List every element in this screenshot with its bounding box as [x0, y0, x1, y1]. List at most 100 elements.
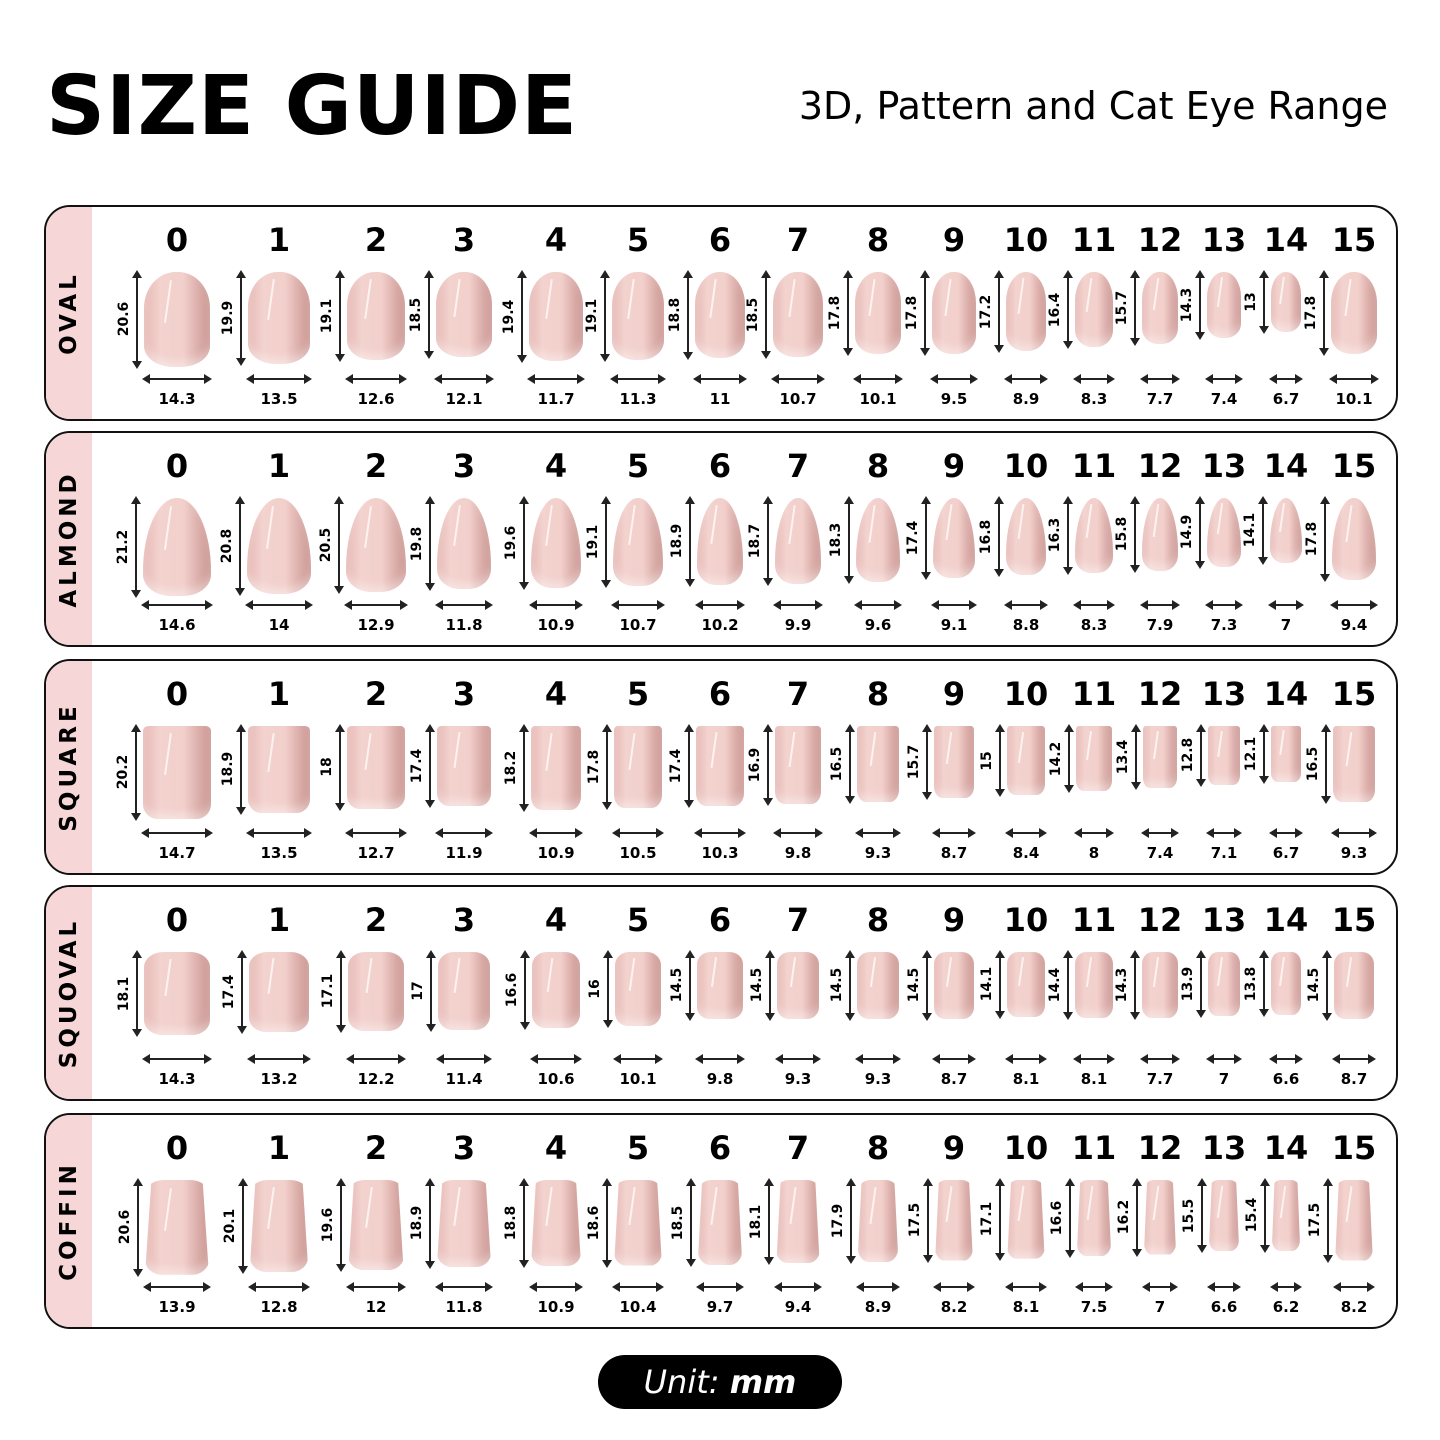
- size-number: 8: [866, 901, 890, 939]
- width-arrow: [1205, 600, 1243, 610]
- size-number: 14: [1263, 901, 1309, 939]
- length-value: 14.2: [1047, 741, 1064, 776]
- width-arrow: [694, 828, 747, 838]
- length-value: 17.5: [1307, 1202, 1324, 1238]
- nail-image: [1332, 726, 1376, 802]
- width-arrow: [434, 828, 494, 838]
- width-value: 8.3: [1080, 390, 1108, 408]
- width-arrow: [855, 1282, 901, 1292]
- length-value: 17.4: [220, 974, 237, 1010]
- length-value: 14.1: [1241, 513, 1258, 548]
- width-value: 6.6: [1210, 1298, 1238, 1316]
- width-value: 11.7: [537, 390, 575, 408]
- width-value: 8.4: [1012, 844, 1040, 862]
- nail-image: [1142, 952, 1178, 1018]
- width-value: 12.6: [357, 390, 395, 408]
- length-value: 20.6: [117, 1210, 134, 1245]
- nail-image: [854, 272, 902, 354]
- length-value: 16.6: [503, 972, 520, 1008]
- width-value: 9.5: [940, 390, 968, 408]
- nail-image: [775, 726, 821, 804]
- length-arrow: [1195, 724, 1206, 787]
- width-value: 10.3: [701, 844, 739, 862]
- width-value: 9.1: [940, 616, 968, 634]
- length-arrow: [843, 495, 854, 585]
- nail-image: [694, 272, 746, 359]
- width-arrow: [854, 828, 902, 838]
- width-value: 9.8: [706, 1070, 734, 1088]
- width-arrow: [141, 600, 213, 610]
- size-number: 10: [1003, 447, 1049, 485]
- width-arrow: [930, 374, 978, 384]
- size-number: 11: [1071, 447, 1117, 485]
- size-number: 15: [1331, 447, 1377, 485]
- width-arrow: [1072, 600, 1116, 610]
- size-number: 13: [1201, 221, 1247, 259]
- length-value: 13.8: [1242, 966, 1259, 1002]
- width-arrow: [1140, 1054, 1181, 1064]
- length-arrow: [131, 496, 142, 598]
- length-arrow: [1195, 496, 1206, 569]
- width-arrow: [774, 1282, 822, 1292]
- width-value: 7: [1280, 616, 1292, 634]
- width-arrow: [1206, 1282, 1242, 1292]
- width-value: 9.4: [784, 1298, 812, 1316]
- length-arrow: [600, 270, 610, 362]
- size-number: 14: [1263, 447, 1309, 485]
- width-value: 11.9: [445, 844, 483, 862]
- nail-image: [347, 272, 405, 360]
- width-arrow: [142, 374, 212, 384]
- length-value: 19.1: [584, 298, 600, 334]
- nail-image: [1075, 952, 1113, 1019]
- length-arrow: [682, 269, 693, 361]
- length-value: 19.6: [502, 525, 519, 561]
- width-arrow: [346, 1282, 406, 1292]
- width-arrow: [612, 1282, 664, 1292]
- size-number: 1: [267, 1129, 291, 1167]
- length-arrow: [518, 724, 529, 812]
- size-number: 5: [626, 1129, 650, 1167]
- shape-panel-almond: ALMOND 0 21.2 14.6 1 20.8 14 2 20.5 12.9 3 19.8 11.8…: [44, 431, 1398, 647]
- shape-strip: ALMOND: [46, 433, 92, 645]
- width-arrow: [771, 374, 825, 384]
- width-value: 7.4: [1210, 390, 1238, 408]
- nail-image: [1207, 952, 1241, 1016]
- width-value: 6.6: [1272, 1070, 1300, 1088]
- size-number: 15: [1331, 221, 1377, 259]
- nail-image: [1270, 726, 1302, 782]
- length-value: 19.6: [320, 1207, 337, 1243]
- length-value: 13.9: [1179, 966, 1196, 1002]
- width-value: 8: [1088, 844, 1100, 862]
- length-arrow: [424, 269, 435, 360]
- shape-label: OVAL: [56, 271, 82, 355]
- width-value: 12.7: [357, 844, 395, 862]
- nail-image: [697, 952, 743, 1019]
- width-arrow: [692, 374, 747, 384]
- nail-image: [346, 498, 406, 593]
- nail-image: [1007, 952, 1045, 1017]
- width-arrow: [245, 374, 313, 384]
- length-value: 20.6: [116, 302, 133, 337]
- width-value: 12.8: [260, 1298, 298, 1316]
- nail-image: [856, 952, 900, 1019]
- shape-label: ALMOND: [56, 470, 82, 608]
- length-arrow: [602, 1178, 613, 1268]
- length-arrow: [235, 724, 246, 815]
- shape-panel-squoval: SQUOVAL 0 18.1 14.3 1 17.4 13.2 2 17.1 12.2 3 17 11.…: [44, 885, 1398, 1101]
- size-number: 3: [452, 901, 476, 939]
- size-number: 9: [942, 675, 966, 713]
- length-arrow: [1062, 269, 1073, 350]
- nail-image: [696, 726, 744, 807]
- width-arrow: [1004, 828, 1047, 838]
- length-value: 12.8: [1179, 738, 1196, 773]
- width-arrow: [853, 600, 903, 610]
- length-arrow: [518, 495, 529, 591]
- length-value: 16.4: [1046, 292, 1063, 327]
- width-arrow: [1328, 374, 1380, 384]
- width-arrow: [1205, 828, 1242, 838]
- nail-image: [1006, 726, 1046, 795]
- length-arrow: [335, 950, 346, 1033]
- width-value: 11.8: [445, 1298, 483, 1316]
- size-number: 12: [1137, 221, 1183, 259]
- nail-image: [247, 272, 311, 364]
